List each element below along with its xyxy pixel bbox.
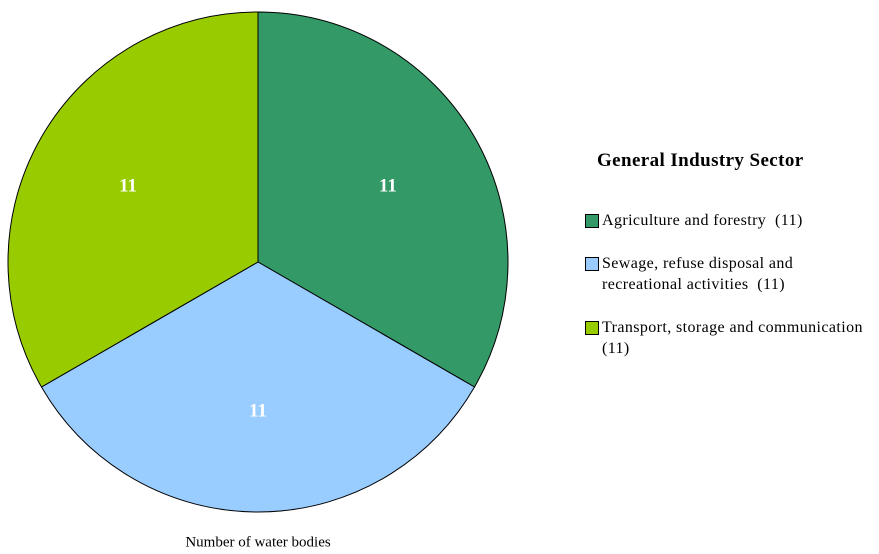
legend-label: Transport, storage and communication	[602, 319, 863, 336]
legend-text: Agriculture and forestry (11)	[602, 210, 875, 231]
legend-swatch	[585, 214, 599, 228]
legend-label: Agriculture and forestry	[602, 212, 767, 229]
legend-title: General Industry Sector	[597, 150, 804, 171]
legend-text: Transport, storage and communication (11…	[602, 317, 875, 359]
pie-slice	[40, 261, 476, 513]
data-label: 11	[119, 175, 137, 196]
pie-slice	[257, 11, 509, 388]
pie-slice	[7, 11, 259, 388]
legend-count: (11)	[757, 276, 785, 293]
axis-label: Number of water bodies	[185, 534, 331, 550]
legend: General Industry Sector Agriculture and …	[585, 150, 875, 381]
legend-swatch	[585, 257, 599, 271]
legend-item: Agriculture and forestry (11)	[585, 210, 875, 231]
legend-label: Sewage, refuse disposal and recreational…	[602, 255, 794, 293]
data-label: 11	[379, 175, 397, 196]
legend-text: Sewage, refuse disposal and recreational…	[602, 253, 875, 295]
legend-item: Sewage, refuse disposal and recreational…	[585, 253, 875, 295]
legend-swatch	[585, 321, 599, 335]
legend-count: (11)	[602, 340, 630, 357]
legend-count: (11)	[775, 212, 803, 229]
data-label: 11	[249, 400, 267, 421]
legend-item: Transport, storage and communication (11…	[585, 317, 875, 359]
